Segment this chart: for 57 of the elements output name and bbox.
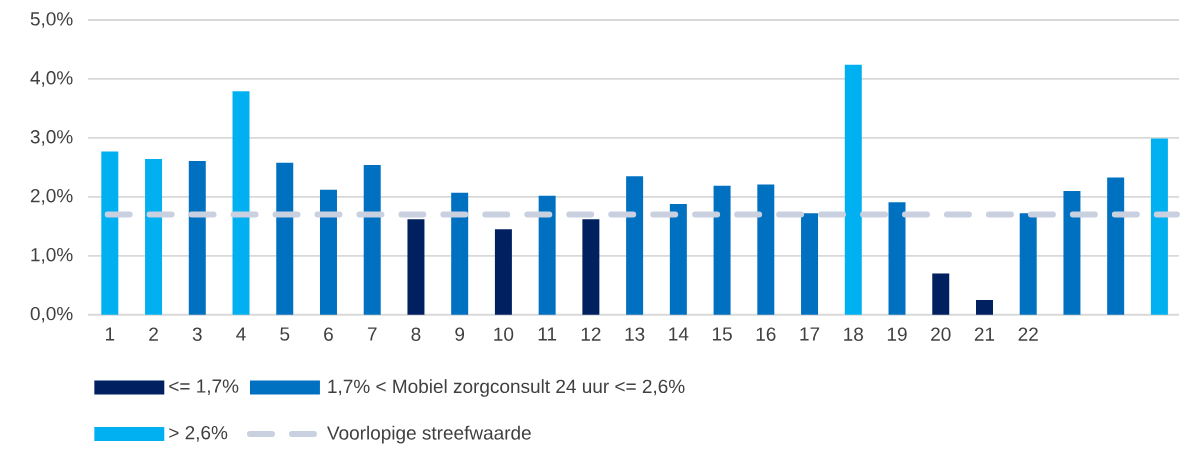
x-tick-label: 2 bbox=[149, 327, 158, 341]
bar bbox=[975, 300, 993, 315]
y-tick-label: 1,0% bbox=[31, 248, 73, 264]
x-tick-label: 9 bbox=[455, 327, 465, 342]
x-tick-label: 16 bbox=[756, 327, 776, 342]
legend-label: <= 1,7% bbox=[169, 379, 239, 396]
bar bbox=[276, 162, 294, 315]
x-tick-label: 6 bbox=[324, 327, 333, 342]
x-tick-label: 11 bbox=[538, 327, 557, 341]
legend-label: 1,7% < Mobiel zorgconsult 24 uur <= 2,6% bbox=[328, 379, 685, 398]
bar bbox=[669, 204, 687, 315]
x-tick-label: 3 bbox=[192, 327, 202, 342]
bar bbox=[538, 195, 556, 315]
x-tick-label: 15 bbox=[712, 327, 732, 341]
bar bbox=[888, 202, 906, 315]
bar bbox=[188, 161, 206, 315]
x-tick-label: 1 bbox=[105, 327, 115, 341]
bar bbox=[101, 151, 119, 315]
bar bbox=[451, 192, 469, 315]
x-tick-label: 22 bbox=[1018, 327, 1038, 341]
bar bbox=[626, 176, 644, 315]
x-tick-label: 12 bbox=[581, 327, 601, 341]
bar bbox=[1107, 177, 1125, 315]
y-tick-label: 5,0% bbox=[30, 12, 73, 29]
x-tick-label: 13 bbox=[625, 327, 645, 342]
x-tick-label: 5 bbox=[280, 327, 290, 341]
x-tick-label: 7 bbox=[367, 327, 377, 341]
bar bbox=[757, 184, 775, 315]
bar bbox=[1019, 213, 1037, 315]
x-tick-label: 8 bbox=[411, 327, 421, 342]
bar bbox=[145, 159, 163, 315]
x-tick-label: 18 bbox=[844, 327, 864, 342]
bar bbox=[713, 185, 731, 315]
bar bbox=[363, 165, 381, 315]
x-tick-label: 20 bbox=[931, 327, 951, 342]
x-tick-label: 19 bbox=[887, 327, 907, 342]
bar bbox=[1150, 138, 1168, 315]
x-tick-label: 4 bbox=[236, 327, 246, 341]
y-tick-label: 4,0% bbox=[30, 71, 73, 87]
x-tick-label: 17 bbox=[800, 327, 820, 341]
y-tick-label: 3,0% bbox=[30, 130, 73, 146]
bar bbox=[582, 219, 600, 315]
legend-label: Voorlopige streefwaarde bbox=[327, 425, 531, 444]
x-tick-label: 14 bbox=[669, 327, 689, 341]
bar bbox=[232, 91, 250, 315]
bar bbox=[319, 189, 337, 315]
y-tick-label: 0,0% bbox=[30, 307, 73, 323]
bar bbox=[1063, 191, 1081, 315]
bar bbox=[407, 219, 425, 315]
bar bbox=[844, 64, 862, 315]
x-tick-label: 10 bbox=[494, 327, 514, 342]
y-tick-label: 2,0% bbox=[30, 189, 73, 205]
x-tick-label: 21 bbox=[974, 327, 995, 341]
bar bbox=[801, 213, 819, 315]
legend-label: > 2,6% bbox=[169, 426, 228, 442]
bar bbox=[494, 229, 512, 315]
bar bbox=[932, 273, 950, 315]
